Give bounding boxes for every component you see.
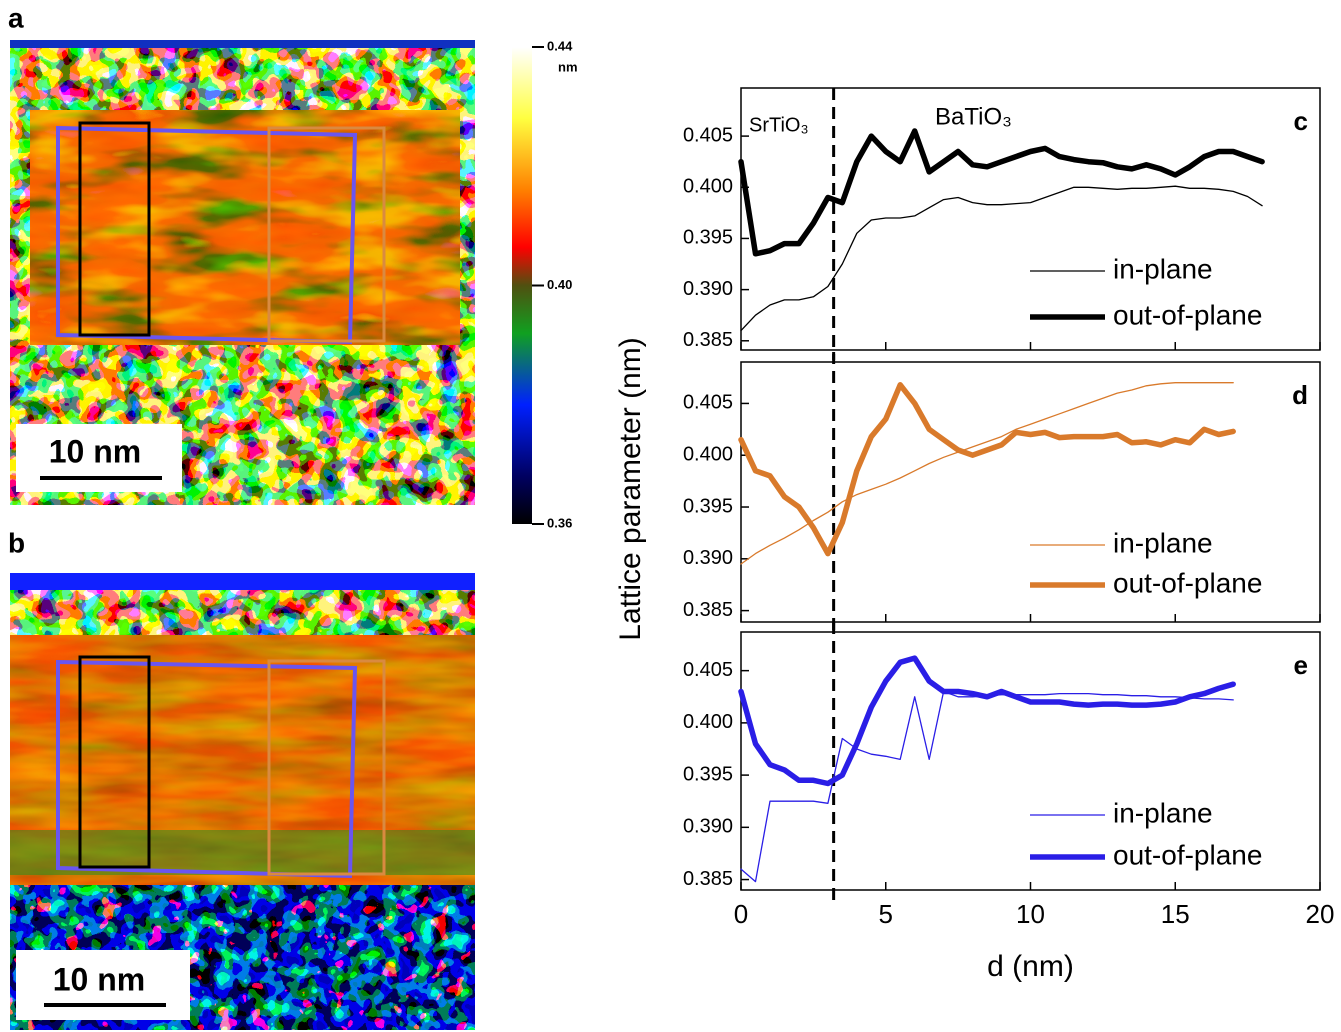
series-line [740,382,1234,565]
colorbar-tick-label: 0.40 [547,277,572,292]
orange-box [267,659,386,876]
colorbar-tick-label: 0.36 [547,515,572,530]
y-tick-label: 0.390 [683,816,733,838]
x-tick-label: 5 [879,899,893,929]
colorbar-unit: nm [558,59,578,74]
y-tick-label: 0.400 [683,711,733,733]
x-axis-label: d (nm) [987,950,1074,983]
legend-label: in-plane [1113,527,1213,558]
annotation: SrTiO₃ [749,114,809,136]
y-axis-label: Lattice parameter (nm) [614,337,647,640]
colorbar [512,47,532,524]
series-line [740,185,1263,332]
series-line [738,382,1236,557]
y-tick-label: 0.405 [683,392,733,414]
panel-label: a [8,2,24,33]
y-tick-label: 0.385 [683,329,733,351]
y-tick-label: 0.390 [683,547,733,569]
scale-bar-label: 10 nm [53,961,145,997]
panel-label: b [8,527,25,558]
x-tick-label: 20 [1306,899,1335,929]
legend-label: out-of-plane [1113,839,1262,870]
panel-label: e [1294,650,1308,680]
colorbar-tick-label: 0.44 [547,38,573,53]
scale-bar-box [16,424,182,492]
blue-box [56,659,358,879]
y-tick-label: 0.400 [683,444,733,466]
annotation: BaTiO₃ [935,103,1012,130]
legend-label: out-of-plane [1113,567,1262,598]
x-tick-label: 0 [734,899,748,929]
x-tick-label: 15 [1161,899,1190,929]
orange-box [267,126,386,343]
series-line [738,655,1236,787]
legend-label: in-plane [1113,797,1213,828]
panel-label: c [1294,106,1308,136]
y-tick-label: 0.395 [683,763,733,785]
y-tick-label: 0.405 [683,124,733,146]
y-tick-label: 0.405 [683,659,733,681]
black-box [78,655,151,869]
scale-bar-box [16,950,190,1020]
legend-label: out-of-plane [1113,299,1262,330]
black-box [78,121,151,337]
y-tick-label: 0.385 [683,868,733,890]
panel-label: d [1292,380,1308,410]
y-tick-label: 0.390 [683,278,733,300]
y-tick-label: 0.395 [683,495,733,517]
y-tick-label: 0.395 [683,227,733,249]
y-tick-label: 0.385 [683,599,733,621]
series-line [738,128,1265,257]
y-tick-label: 0.400 [683,176,733,198]
scale-bar-label: 10 nm [49,433,141,469]
x-tick-label: 10 [1016,899,1045,929]
legend-label: in-plane [1113,253,1213,284]
